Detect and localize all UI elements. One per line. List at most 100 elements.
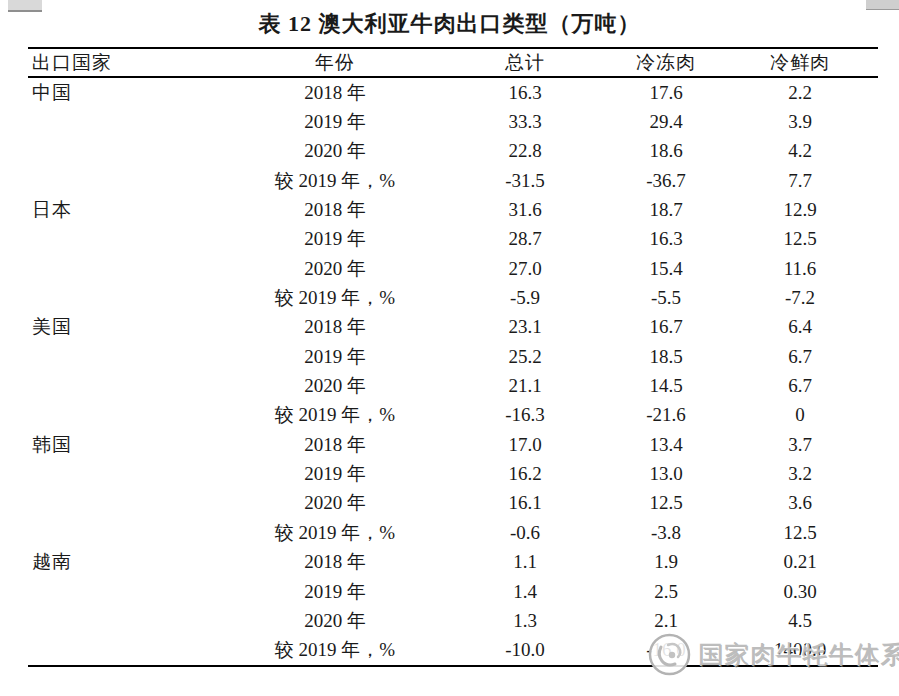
chilled-value-cell: 6.4 xyxy=(722,316,878,338)
table-row: 2019 年28.716.312.5 xyxy=(28,225,878,254)
total-value-cell: 21.1 xyxy=(440,375,610,397)
chilled-value-cell: 3.7 xyxy=(722,434,878,456)
chilled-value-cell: 3.9 xyxy=(722,111,878,133)
frozen-value-cell: 16.3 xyxy=(610,228,722,250)
frozen-value-cell: -3.8 xyxy=(610,522,722,544)
frozen-value-cell: 13.4 xyxy=(610,434,722,456)
frozen-value-cell: 14.5 xyxy=(610,375,722,397)
country-cell: 日本 xyxy=(28,197,230,223)
country-cell: 中国 xyxy=(28,80,230,106)
total-value-cell: 27.0 xyxy=(440,258,610,280)
table-row: 中国2018 年16.317.62.2 xyxy=(28,78,878,107)
year-label-cell: 较 2019 年，% xyxy=(230,285,440,311)
frozen-value-cell: -5.5 xyxy=(610,287,722,309)
year-label-cell: 2019 年 xyxy=(230,579,440,605)
total-value-cell: 1.1 xyxy=(440,551,610,573)
total-value-cell: 31.6 xyxy=(440,199,610,221)
year-label-cell: 较 2019 年，% xyxy=(230,637,440,663)
frozen-value-cell: -21.6 xyxy=(610,404,722,426)
total-value-cell: 16.2 xyxy=(440,463,610,485)
table-row: 2019 年25.218.56.7 xyxy=(28,342,878,371)
total-value-cell: 1.4 xyxy=(440,581,610,603)
table-row: 2020 年1.32.14.5 xyxy=(28,606,878,635)
table-row: 2020 年27.015.411.6 xyxy=(28,254,878,283)
chilled-value-cell: 12.5 xyxy=(722,522,878,544)
table-row: 越南2018 年1.11.90.21 xyxy=(28,548,878,577)
chilled-value-cell: 6.7 xyxy=(722,375,878,397)
table-row: 韩国2018 年17.013.43.7 xyxy=(28,430,878,459)
year-label-cell: 2020 年 xyxy=(230,373,440,399)
watermark: 国家肉牛牦牛体系 xyxy=(648,633,899,676)
chilled-value-cell: 4.5 xyxy=(722,610,878,632)
total-value-cell: -31.5 xyxy=(440,170,610,192)
year-label-cell: 2020 年 xyxy=(230,608,440,634)
year-label-cell: 2019 年 xyxy=(230,109,440,135)
total-value-cell: 1.3 xyxy=(440,610,610,632)
year-label-cell: 2018 年 xyxy=(230,314,440,340)
total-value-cell: 28.7 xyxy=(440,228,610,250)
country-cell: 韩国 xyxy=(28,432,230,458)
year-label-cell: 2020 年 xyxy=(230,256,440,282)
table-row: 2020 年21.114.56.7 xyxy=(28,371,878,400)
frozen-value-cell: 18.5 xyxy=(610,346,722,368)
table-row: 较 2019 年，%-16.3-21.60 xyxy=(28,401,878,430)
watermark-text: 国家肉牛牦牛体系 xyxy=(698,638,899,671)
table-title: 表 12 澳大利亚牛肉出口类型（万吨） xyxy=(0,9,899,39)
country-cell: 美国 xyxy=(28,314,230,340)
frozen-value-cell: 18.6 xyxy=(610,140,722,162)
chilled-value-cell: -7.2 xyxy=(722,287,878,309)
chilled-value-cell: 0.21 xyxy=(722,551,878,573)
table-row: 较 2019 年，%-0.6-3.812.5 xyxy=(28,518,878,547)
year-label-cell: 较 2019 年，% xyxy=(230,168,440,194)
total-value-cell: 16.3 xyxy=(440,82,610,104)
frozen-value-cell: 2.1 xyxy=(610,610,722,632)
frozen-value-cell: 13.0 xyxy=(610,463,722,485)
country-cell: 越南 xyxy=(28,549,230,575)
chilled-value-cell: 0.30 xyxy=(722,581,878,603)
header-export-country: 出口国家 xyxy=(28,50,230,76)
chilled-value-cell: 2.2 xyxy=(722,82,878,104)
total-value-cell: -10.0 xyxy=(440,639,610,661)
chilled-value-cell: 3.6 xyxy=(722,492,878,514)
year-label-cell: 2018 年 xyxy=(230,432,440,458)
year-label-cell: 2018 年 xyxy=(230,197,440,223)
document-page: 表 12 澳大利亚牛肉出口类型（万吨） 出口国家 年份 总计 冷冻肉 冷鲜肉 中… xyxy=(0,0,899,696)
year-label-cell: 2018 年 xyxy=(230,549,440,575)
year-label-cell: 较 2019 年，% xyxy=(230,402,440,428)
table-row: 2020 年22.818.64.2 xyxy=(28,137,878,166)
total-value-cell: 16.1 xyxy=(440,492,610,514)
frozen-value-cell: -36.7 xyxy=(610,170,722,192)
table-row: 美国2018 年23.116.76.4 xyxy=(28,313,878,342)
total-value-cell: 23.1 xyxy=(440,316,610,338)
table-row: 较 2019 年，%-31.5-36.77.7 xyxy=(28,166,878,195)
chilled-value-cell: 12.9 xyxy=(722,199,878,221)
chilled-value-cell: 0 xyxy=(722,404,878,426)
year-label-cell: 2019 年 xyxy=(230,344,440,370)
chilled-value-cell: 3.2 xyxy=(722,463,878,485)
table-row: 2019 年33.329.43.9 xyxy=(28,107,878,136)
table-row: 较 2019 年，%-5.9-5.5-7.2 xyxy=(28,283,878,312)
total-value-cell: 17.0 xyxy=(440,434,610,456)
table-row: 日本2018 年31.618.712.9 xyxy=(28,195,878,224)
chilled-value-cell: 4.2 xyxy=(722,140,878,162)
cattle-logo-icon xyxy=(648,633,691,676)
chilled-value-cell: 6.7 xyxy=(722,346,878,368)
total-value-cell: 25.2 xyxy=(440,346,610,368)
frozen-value-cell: 16.7 xyxy=(610,316,722,338)
year-label-cell: 2020 年 xyxy=(230,138,440,164)
chilled-value-cell: 7.7 xyxy=(722,170,878,192)
year-label-cell: 2020 年 xyxy=(230,490,440,516)
total-value-cell: 22.8 xyxy=(440,140,610,162)
header-total: 总计 xyxy=(440,50,610,76)
total-value-cell: -0.6 xyxy=(440,522,610,544)
year-label-cell: 2019 年 xyxy=(230,461,440,487)
frozen-value-cell: 18.7 xyxy=(610,199,722,221)
chilled-value-cell: 11.6 xyxy=(722,258,878,280)
table-body: 中国2018 年16.317.62.22019 年33.329.43.92020… xyxy=(28,78,878,665)
header-frozen-meat: 冷冻肉 xyxy=(610,50,722,76)
chilled-value-cell: 12.5 xyxy=(722,228,878,250)
frozen-value-cell: 17.6 xyxy=(610,82,722,104)
table-row: 2019 年1.42.50.30 xyxy=(28,577,878,606)
frozen-value-cell: 12.5 xyxy=(610,492,722,514)
total-value-cell: 33.3 xyxy=(440,111,610,133)
